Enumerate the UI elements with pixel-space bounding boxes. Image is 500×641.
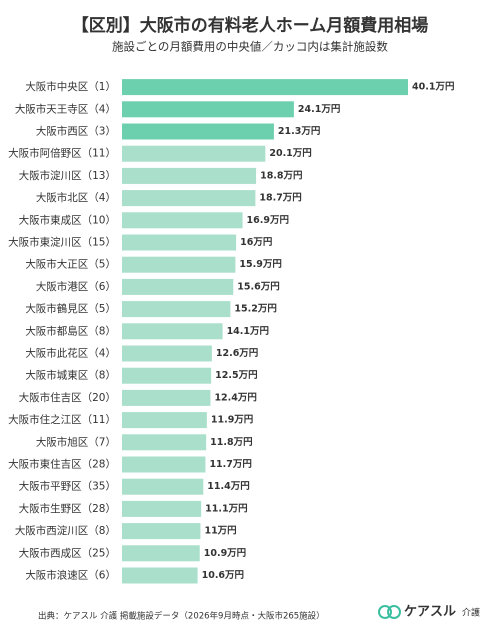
bar <box>122 145 266 162</box>
bar <box>122 234 237 251</box>
bar <box>122 79 408 96</box>
value-label: 11万円 <box>204 526 236 537</box>
bar <box>122 345 212 362</box>
category-label: 大阪市東住吉区（28） <box>8 458 116 471</box>
category-label: 大阪市西淀川区（8） <box>15 524 116 537</box>
value-label: 12.4万円 <box>214 392 256 403</box>
bar <box>122 523 201 540</box>
chart-title: 【区別】大阪市の有料老人ホーム月額費用相場 <box>72 15 429 36</box>
category-label: 大阪市阿倍野区（11） <box>8 147 116 160</box>
bar <box>122 301 231 318</box>
category-label: 大阪市城東区（8） <box>25 369 116 382</box>
logo-icon <box>387 605 401 619</box>
value-label: 24.1万円 <box>298 104 340 115</box>
bar <box>122 123 274 140</box>
value-label: 16万円 <box>240 237 272 248</box>
value-label: 20.1万円 <box>269 148 311 159</box>
value-label: 15.9万円 <box>239 259 281 270</box>
value-label: 11.7万円 <box>209 459 251 470</box>
bar <box>122 323 223 340</box>
category-label: 大阪市此花区（4） <box>25 347 116 360</box>
category-label: 大阪市中央区（1） <box>25 80 116 93</box>
category-label: 大阪市西成区（25） <box>19 546 116 559</box>
category-label: 大阪市東成区（10） <box>19 213 116 226</box>
category-label: 大阪市浪速区（6） <box>25 569 116 582</box>
value-label: 14.1万円 <box>227 326 269 337</box>
category-label: 大阪市北区（4） <box>36 191 116 204</box>
category-label: 大阪市大正区（5） <box>25 258 116 271</box>
value-label: 18.8万円 <box>260 170 302 181</box>
value-label: 12.5万円 <box>215 370 257 381</box>
logo-icon <box>378 605 392 619</box>
source-note: 出典：ケアスル 介護 掲載施設データ（2026年9月時点・大阪市265施設） <box>38 611 325 622</box>
bar <box>122 212 243 229</box>
value-label: 15.2万円 <box>234 304 276 315</box>
value-label: 18.7万円 <box>259 193 301 204</box>
value-label: 11.4万円 <box>207 481 249 492</box>
chart-subtitle: 施設ごとの月額費用の中央値／カッコ内は集計施設数 <box>112 40 388 54</box>
value-label: 10.9万円 <box>204 548 246 559</box>
value-label: 10.6万円 <box>202 570 244 581</box>
bar <box>122 500 202 517</box>
bar <box>122 278 234 295</box>
category-label: 大阪市住吉区（20） <box>19 391 116 404</box>
value-label: 16.9万円 <box>247 215 289 226</box>
bar <box>122 367 212 384</box>
category-label: 大阪市西区（3） <box>36 125 116 138</box>
bar <box>122 545 200 562</box>
value-label: 12.6万円 <box>216 348 258 359</box>
value-label: 40.1万円 <box>412 82 454 93</box>
category-label: 大阪市鶴見区（5） <box>25 302 116 315</box>
logo-brand: ケアスル <box>404 605 456 620</box>
bar <box>122 167 257 184</box>
category-label: 大阪市東淀川区（15） <box>8 236 116 249</box>
bar <box>122 567 198 584</box>
value-label: 11.8万円 <box>210 437 252 448</box>
category-label: 大阪市住之江区（11） <box>8 413 116 426</box>
category-label: 大阪市港区（6） <box>36 280 116 293</box>
category-label: 大阪市旭区（7） <box>36 435 116 448</box>
value-label: 15.6万円 <box>237 281 279 292</box>
category-label: 大阪市生野区（28） <box>19 502 116 515</box>
bar <box>122 478 204 495</box>
bar <box>122 412 207 429</box>
bar <box>122 434 207 451</box>
bar <box>122 190 256 207</box>
value-label: 11.9万円 <box>211 415 253 426</box>
logo: ケアスル 介護 <box>378 605 480 620</box>
bar <box>122 101 294 118</box>
logo-suffix: 介護 <box>462 607 480 619</box>
bar <box>122 256 236 273</box>
category-label: 大阪市天王寺区（4） <box>15 102 116 115</box>
category-label: 大阪市平野区（35） <box>19 480 116 493</box>
bar <box>122 389 211 406</box>
value-label: 11.1万円 <box>205 503 247 514</box>
category-label: 大阪市淀川区（13） <box>19 169 116 182</box>
value-label: 21.3万円 <box>278 126 320 137</box>
bar <box>122 456 206 473</box>
category-label: 大阪市都島区（8） <box>25 324 116 337</box>
